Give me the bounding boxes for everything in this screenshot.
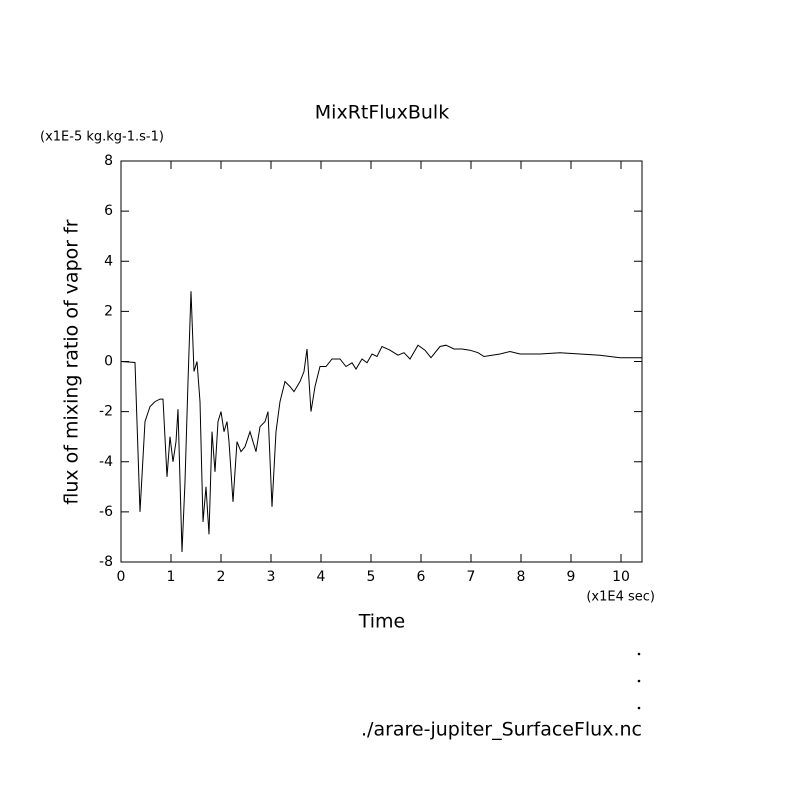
file-annotation: ./arare-jupiter_SurfaceFlux.nc: [361, 719, 642, 741]
x-tick-label: 3: [267, 569, 276, 585]
x-axis-label: Time: [358, 611, 406, 633]
y-tick-label: -4: [99, 454, 113, 470]
dot: [637, 652, 641, 656]
y-tick-label: 2: [104, 303, 113, 319]
x-tick-label: 5: [367, 569, 376, 585]
x-tick-label: 9: [567, 569, 576, 585]
y-tick-label: -6: [99, 504, 113, 520]
y-tick-label: 6: [104, 203, 113, 219]
x-unit-label: (x1E4 sec): [586, 590, 655, 605]
y-axis-label: flux of mixing ratio of vapor fr: [61, 219, 83, 504]
x-tick-label: 0: [117, 569, 126, 585]
x-tick-label: 6: [417, 569, 426, 585]
y-tick-label: -2: [99, 404, 113, 420]
y-tick-label: 4: [104, 253, 113, 269]
y-tick-label: -8: [99, 554, 113, 570]
x-tick-label: 4: [317, 569, 326, 585]
dot: [637, 679, 641, 683]
y-tick-label: 0: [104, 354, 113, 370]
dot: [637, 706, 641, 710]
chart-title: MixRtFluxBulk: [315, 102, 449, 124]
x-tick-label: 8: [517, 569, 526, 585]
y-tick-label: 8: [104, 153, 113, 169]
plot-frame: [120, 160, 643, 563]
x-tick-label: 10: [612, 569, 630, 585]
x-tick-label: 7: [467, 569, 476, 585]
x-tick-label: 2: [217, 569, 226, 585]
x-tick-label: 1: [167, 569, 176, 585]
data-line: [120, 291, 642, 553]
y-unit-label: (x1E-5 kg.kg-1.s-1): [40, 130, 164, 145]
